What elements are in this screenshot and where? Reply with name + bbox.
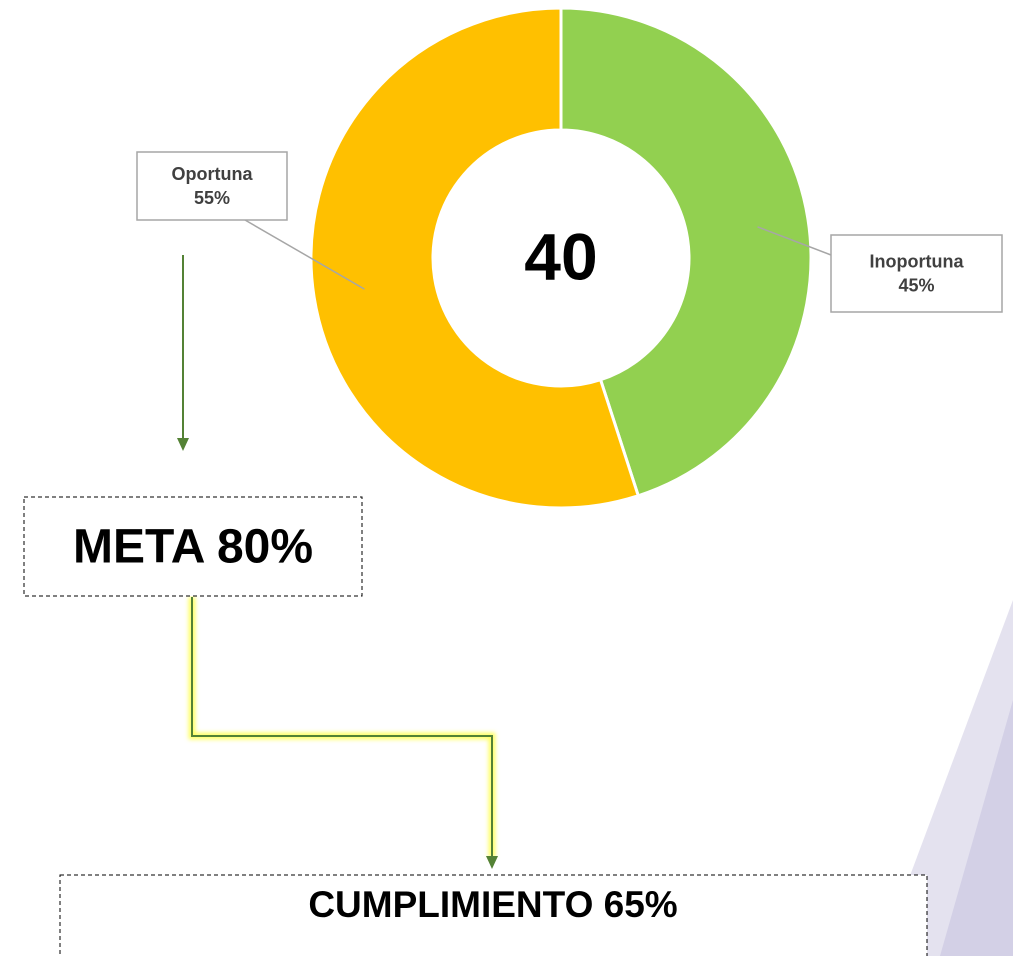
leader-line (244, 219, 365, 290)
leader-line (757, 226, 832, 256)
goal-box (23, 496, 363, 597)
donut (309, 6, 813, 510)
arrow (177, 255, 189, 451)
value-label: 55% (194, 188, 230, 208)
result-label: CUMPLIMIENTO 65% (308, 884, 677, 925)
label-box (136, 151, 288, 221)
slice (309, 6, 641, 510)
value-label: 45% (898, 275, 934, 295)
result-box (59, 874, 928, 956)
background-shape (940, 700, 1013, 956)
category-label: Inoportuna (870, 251, 965, 271)
category-label: Oportuna (172, 164, 254, 184)
arrow (188, 597, 498, 869)
label-box (830, 234, 1003, 313)
goal-label: META 80% (73, 521, 313, 574)
center-label: 40 (524, 219, 597, 293)
slice (559, 6, 813, 498)
